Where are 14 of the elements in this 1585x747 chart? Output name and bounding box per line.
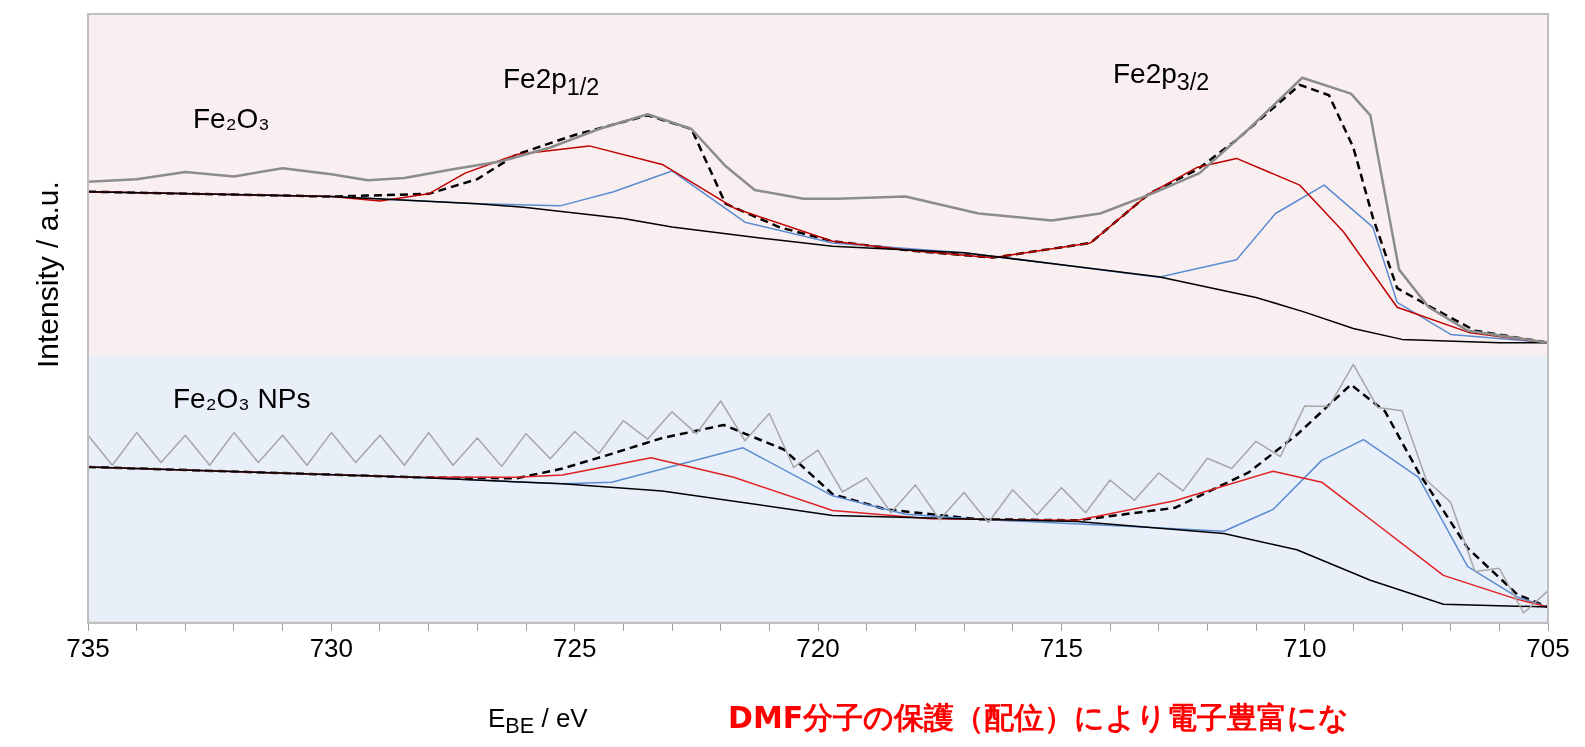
text: DMF分子の保護（配位）により電子豊富にな [728, 699, 1350, 737]
x-tick-label: 720 [796, 632, 840, 663]
x-tick-label: 730 [309, 632, 354, 663]
x-tick-label: 715 [1039, 632, 1084, 663]
y-axis-title: Intensity / a.u. [31, 181, 65, 369]
annotation: Fe₂O₃ [193, 103, 270, 135]
annotation: Fe₂O₃ NPs [173, 383, 311, 415]
x-axis-title: E$_{BE}$ / eV [488, 703, 588, 740]
annotation: Fe2p$_{3/2}$ [1113, 58, 1210, 96]
annotation: Fe2p$_{1/2}$ [503, 63, 600, 101]
x-tick-label: 725 [552, 632, 597, 663]
x-tick-label: 735 [66, 632, 110, 663]
x-tick-label: 710 [1282, 632, 1327, 663]
x-tick-label: 705 [1526, 632, 1570, 663]
